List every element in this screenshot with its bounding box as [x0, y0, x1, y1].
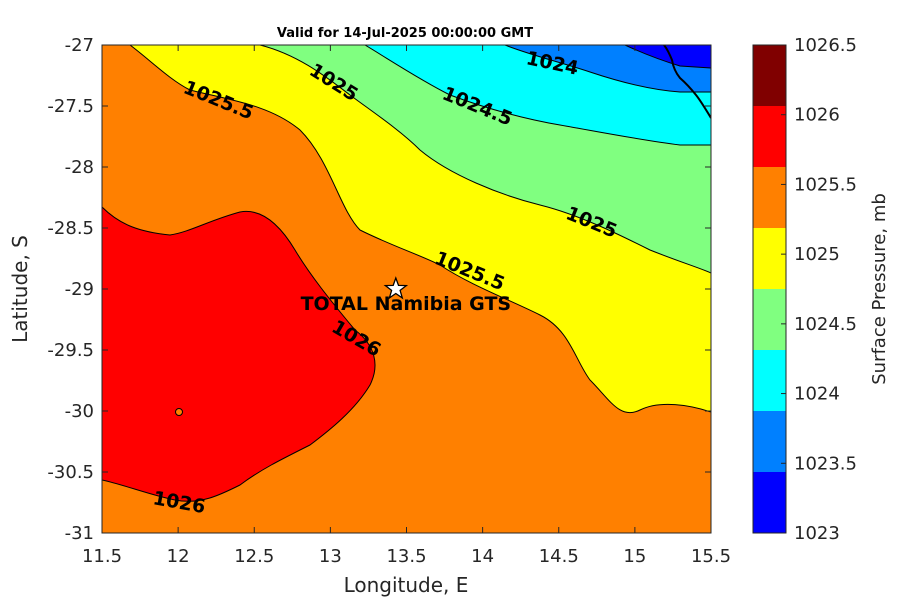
x-tick-label: 12 — [167, 546, 190, 567]
colorbar-tick-label: 1025.5 — [794, 174, 857, 195]
y-tick-label: -31 — [65, 523, 94, 544]
colorbar-tick-label: 1024 — [794, 384, 840, 405]
y-axis-label: Latitude, S — [8, 235, 32, 343]
station-group: TOTAL Namibia GTS — [301, 276, 512, 315]
colorbar: 1023 1023.5 1024 1024.5 1025 1025.5 1026 1026.5 — [752, 35, 857, 544]
colorbar-swatch — [753, 472, 786, 533]
colorbar-tick-label: 1026 — [794, 105, 840, 126]
y-tick-label: -30 — [65, 401, 94, 422]
y-tick-label: -28.5 — [47, 218, 94, 239]
x-tick-label: 12.5 — [234, 546, 274, 567]
x-axis-label: Longitude, E — [344, 573, 469, 597]
y-axis-ticks: -27 -27.5 -28 -28.5 -29 -29.5 -30 -30.5 -31 — [47, 35, 711, 544]
colorbar-swatch — [753, 45, 786, 106]
y-tick-label: -29 — [65, 279, 94, 300]
band-1026-1026.5 — [102, 206, 376, 502]
local-contour-loop — [175, 408, 183, 416]
y-tick-label: -30.5 — [47, 462, 94, 483]
station-star-icon — [383, 276, 409, 300]
coastline — [663, 45, 711, 119]
colorbar-tick-label: 1026.5 — [794, 35, 857, 56]
x-tick-label: 13 — [319, 546, 342, 567]
x-tick-label: 15.5 — [691, 546, 731, 567]
x-tick-label: 15 — [623, 546, 646, 567]
y-tick-label: -29.5 — [47, 340, 94, 361]
y-tick-label: -28 — [65, 157, 94, 178]
colorbar-tick-label: 1024.5 — [794, 314, 857, 335]
y-tick-label: -27 — [65, 35, 94, 56]
colorbar-frame — [752, 44, 787, 534]
station-label: TOTAL Namibia GTS — [301, 293, 512, 315]
colorbar-swatch — [753, 167, 786, 228]
contour-fill-group — [102, 45, 711, 533]
colorbar-swatch — [753, 411, 786, 472]
x-tick-label: 14.5 — [539, 546, 579, 567]
x-axis-ticks: 11.5 12 12.5 13 13.5 14 14.5 15 15.5 — [82, 45, 731, 567]
colorbar-swatch — [753, 289, 786, 350]
band-1023-1023.5 — [624, 45, 711, 69]
x-tick-label: 14 — [471, 546, 494, 567]
colorbar-swatch — [753, 350, 786, 411]
colorbar-tick-label: 1025 — [794, 244, 840, 265]
x-tick-label: 13.5 — [386, 546, 426, 567]
colorbar-swatch — [753, 106, 786, 167]
x-tick-label: 11.5 — [82, 546, 122, 567]
y-tick-label: -27.5 — [47, 96, 94, 117]
colorbar-swatch — [753, 228, 786, 289]
colorbar-tick-label: 1023.5 — [794, 453, 857, 474]
chart-title: Valid for 14-Jul-2025 00:00:00 GMT — [277, 26, 533, 41]
colorbar-label: Surface Pressure, mb — [869, 193, 890, 385]
colorbar-tick-label: 1023 — [794, 523, 840, 544]
